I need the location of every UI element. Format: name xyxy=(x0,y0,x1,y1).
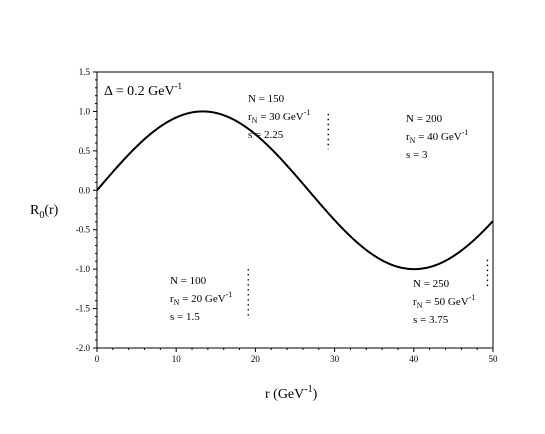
dotted-markers xyxy=(247,113,489,317)
y-tick-label: 0.0 xyxy=(79,185,91,195)
annot-n100-N: N = 100 xyxy=(170,275,207,287)
annot-n200-rval: 40 GeV xyxy=(427,131,462,143)
annot-n250-rval: 50 GeV xyxy=(434,296,469,308)
annotation-n100: N = 100 rN = 20 GeV-1 s = 1.5 xyxy=(170,275,232,323)
annot-n250-N: N = 250 xyxy=(413,278,450,290)
delta-main: Δ = 0.2 GeV xyxy=(104,84,175,99)
y-tick-label: -1.5 xyxy=(76,304,91,314)
x-axis-title: r (GeV-1) xyxy=(265,384,318,402)
annot-n250-s: s = 3.75 xyxy=(413,314,449,326)
x-axis-title-sup: -1 xyxy=(304,384,312,395)
annotation-n250: N = 250 rN = 50 GeV-1 s = 3.75 xyxy=(413,278,475,326)
y-axis-title-main: R xyxy=(30,203,40,218)
y-tick-label: -2.0 xyxy=(76,343,91,353)
annot-n200-s: s = 3 xyxy=(406,149,428,161)
annotation-n200: N = 200 rN = 40 GeV-1 s = 3 xyxy=(406,113,468,161)
annot-n100-r: rN = 20 GeV-1 xyxy=(170,290,232,307)
annot-n100-s: s = 1.5 xyxy=(170,311,200,323)
x-tick-label: 20 xyxy=(251,354,261,364)
y-tick-label: -1.0 xyxy=(76,264,91,274)
annot-n250-r: rN = 50 GeV-1 xyxy=(413,293,475,310)
x-tick-label: 50 xyxy=(489,354,499,364)
y-tick-label: 0.5 xyxy=(79,146,91,156)
x-tick-label: 0 xyxy=(95,354,100,364)
x-tick-label: 40 xyxy=(409,354,419,364)
y-tick-label: 1.0 xyxy=(79,106,91,116)
series-line xyxy=(96,110,494,271)
annot-n150-r: rN = 30 GeV-1 xyxy=(248,108,310,125)
annot-n200-N: N = 200 xyxy=(406,113,443,125)
annot-n150-s: s = 2.25 xyxy=(248,129,284,141)
annotation-n150: N = 150 rN = 30 GeV-1 s = 2.25 xyxy=(248,93,310,141)
y-tick-label: -0.5 xyxy=(76,225,91,235)
tick-group: 0 10 20 30 40 50 -2.0 -1.5 -1.0 -0.5 0.0 0.5 1.0 1.5 xyxy=(76,67,498,364)
annot-n100-rval: 20 GeV xyxy=(191,293,226,305)
x-axis-title-main: r (GeV xyxy=(265,387,304,402)
x-tick-label: 30 xyxy=(330,354,340,364)
annot-n150-rval: 30 GeV xyxy=(269,111,304,123)
plot-frame xyxy=(96,71,494,349)
delta-sup: -1 xyxy=(175,81,183,91)
y-axis-title-rest: (r) xyxy=(44,203,58,218)
y-tick-label: 1.5 xyxy=(79,67,91,77)
annot-n200-r: rN = 40 GeV-1 xyxy=(406,128,468,145)
y-axis-title-sub: 0 xyxy=(39,210,44,221)
x-tick-label: 10 xyxy=(172,354,182,364)
y-axis-title: R0(r) xyxy=(30,203,59,221)
x-axis-title-close: ) xyxy=(313,387,318,402)
annot-n150-N: N = 150 xyxy=(248,93,285,105)
delta-label: Δ = 0.2 GeV-1 xyxy=(104,81,182,99)
